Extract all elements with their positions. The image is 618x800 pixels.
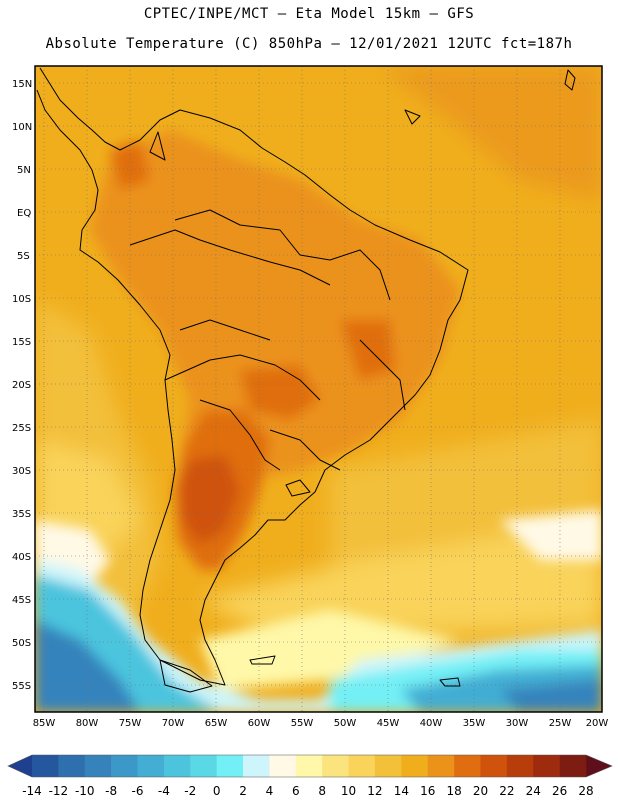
lat-label: 50S [12, 638, 31, 649]
colorbar-tick-label: -14 [22, 784, 42, 798]
latitude-axis: 15N 10N 5N EQ 5S 10S 15S 20S 25S 30S 35S… [12, 79, 32, 692]
colorbar-tick-label: 10 [341, 784, 356, 798]
colorbar-tick-label: 14 [394, 784, 409, 798]
lon-label: 30W [506, 718, 529, 729]
colorbar-tick-label: 2 [239, 784, 247, 798]
colorbar: -14 -12 -10 -8 -6 -4 -2 0 2 4 6 8 10 12 14 16 18 20 22 24 26… [7, 754, 613, 798]
graticule [35, 66, 602, 712]
colorbar-tick-label: 18 [446, 784, 461, 798]
colorbar-segment [84, 755, 112, 777]
colorbar-outline [7, 754, 613, 778]
lon-label: 50W [334, 718, 357, 729]
colorbar-segment [163, 755, 191, 777]
colorbar-segment [137, 755, 165, 777]
colorbar-tick-label: -6 [132, 784, 144, 798]
lon-label: 45W [377, 718, 400, 729]
colorbar-segment [32, 755, 59, 777]
lat-label: 45S [12, 595, 31, 606]
colorbar-segment [533, 755, 560, 777]
colorbar-segment [480, 755, 508, 777]
lat-label: 5N [17, 165, 31, 176]
lat-label: 40S [12, 552, 31, 563]
colorbar-segment [506, 755, 534, 777]
colorbar-tick-label: -4 [158, 784, 170, 798]
colorbar-segment [401, 755, 429, 777]
colorbar-right-arrow [586, 755, 612, 777]
lon-label: 70W [162, 718, 185, 729]
lon-label: 35W [463, 718, 486, 729]
lon-label: 55W [291, 718, 314, 729]
colorbar-tick-label: 6 [292, 784, 300, 798]
lon-label: 65W [205, 718, 228, 729]
lat-label: 10N [12, 122, 32, 133]
temperature-field [35, 66, 602, 712]
colorbar-tick-label: 24 [526, 784, 541, 798]
colorbar-left-arrow [8, 755, 32, 777]
lat-label: 15N [12, 79, 32, 90]
colorbar-tick-label: -8 [105, 784, 117, 798]
longitude-axis: 85W 80W 75W 70W 65W 60W 55W 50W 45W 40W … [33, 718, 609, 729]
lon-label: 80W [76, 718, 99, 729]
colorbar-ticks: -14 -12 -10 -8 -6 -4 -2 0 2 4 6 8 10 12 14 16 18 20 22 24 26… [22, 784, 593, 798]
colorbar-segment [190, 755, 217, 777]
colorbar-segment [111, 755, 138, 777]
colorbar-tick-label: -2 [184, 784, 196, 798]
colorbar-segment [559, 755, 587, 777]
colorbar-segment [58, 755, 86, 777]
colorbar-tick-label: 4 [266, 784, 274, 798]
colorbar-tick-label: 16 [420, 784, 435, 798]
lat-label: 5S [17, 251, 30, 262]
colorbar-segment [454, 755, 481, 777]
lat-label: 35S [12, 509, 31, 520]
colorbar-tick-label: 0 [213, 784, 221, 798]
title-line-2: Absolute Temperature (C) 850hPa – 12/01/… [45, 36, 573, 52]
lon-label: 60W [248, 718, 271, 729]
colorbar-segment [427, 755, 455, 777]
colorbar-tick-label: -10 [75, 784, 95, 798]
lat-label: 25S [12, 423, 31, 434]
lat-label: EQ [17, 208, 31, 219]
lon-label: 20W [586, 718, 609, 729]
colorbar-segment [243, 755, 270, 777]
lon-label: 75W [119, 718, 142, 729]
lon-label: 85W [33, 718, 56, 729]
lon-label: 40W [420, 718, 443, 729]
colorbar-tick-label: -12 [49, 784, 69, 798]
colorbar-segment [216, 755, 244, 777]
colorbar-segment [269, 755, 297, 777]
colorbar-segments [7, 754, 613, 778]
lat-label: 30S [12, 466, 31, 477]
colorbar-tick-label: 26 [552, 784, 567, 798]
colorbar-tick-label: 28 [578, 784, 593, 798]
colorbar-segment [348, 755, 376, 777]
lat-label: 15S [12, 337, 31, 348]
title-line-1: CPTEC/INPE/MCT – Eta Model 15km – GFS [143, 6, 475, 22]
colorbar-tick-label: 8 [318, 784, 326, 798]
lat-label: 55S [12, 681, 31, 692]
colorbar-tick-label: 20 [473, 784, 488, 798]
colorbar-segment [295, 755, 323, 777]
map-frame [34, 65, 603, 713]
colorbar-tick-label: 22 [499, 784, 514, 798]
lon-label: 25W [549, 718, 572, 729]
colorbar-segment [374, 755, 402, 777]
colorbar-segment [322, 755, 349, 777]
lat-label: 20S [12, 380, 31, 391]
coastlines [36, 67, 576, 693]
colorbar-tick-label: 12 [367, 784, 382, 798]
lat-label: 10S [12, 294, 31, 305]
